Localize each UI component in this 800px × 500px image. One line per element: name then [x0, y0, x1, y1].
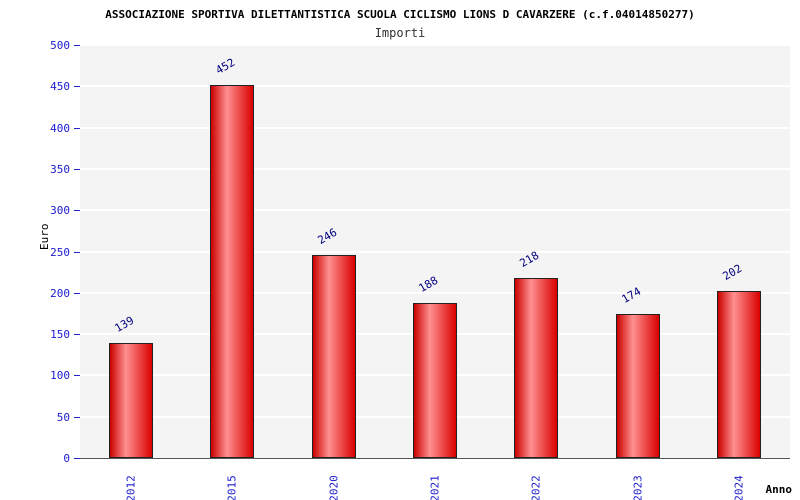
- x-tick-label: 2012: [124, 475, 138, 500]
- chart-subtitle: Importi: [374, 26, 426, 40]
- y-tick-label: 400: [50, 121, 70, 135]
- bar-cell: 246: [283, 45, 384, 458]
- y-axis-tick: [74, 86, 80, 88]
- x-tick-cell: 2020: [283, 460, 384, 500]
- y-axis-tick: [74, 210, 80, 212]
- x-tick-cell: 2023: [587, 460, 688, 500]
- y-tick-label: 300: [50, 204, 70, 218]
- y-tick-label: 350: [50, 162, 70, 176]
- bar-2012: [108, 343, 153, 458]
- y-tick-label: 150: [50, 328, 70, 342]
- chart-title: ASSOCIAZIONE SPORTIVA DILETTANTISTICA SC…: [105, 8, 695, 21]
- plot-area: 139 452 246 188 218 174 202: [74, 44, 790, 459]
- y-tick-label: 250: [50, 245, 70, 259]
- y-tick-label: 100: [50, 369, 70, 383]
- bar-2022: [514, 277, 559, 458]
- y-axis-tick: [74, 416, 80, 418]
- y-axis-tick: [74, 45, 80, 46]
- bar-cell: 202: [689, 45, 790, 458]
- bar-value-label: 246: [315, 225, 339, 247]
- x-tick-label: 2015: [225, 475, 239, 500]
- x-tick-label: 2020: [327, 475, 341, 500]
- x-axis-title: Anno: [765, 483, 793, 496]
- x-tick-label: 2021: [428, 475, 442, 500]
- x-tick-cell: 2021: [384, 460, 485, 500]
- x-tick-cell: 2015: [181, 460, 282, 500]
- bar-cell: 218: [486, 45, 587, 458]
- x-tick-label: 2023: [631, 475, 645, 500]
- y-axis-tick: [74, 168, 80, 170]
- bar-value-label: 202: [720, 261, 745, 284]
- bar-value-label: 139: [112, 313, 136, 336]
- y-axis-tick: [74, 127, 80, 129]
- bar-cell: 174: [587, 45, 688, 458]
- bar-value-label: 218: [517, 248, 542, 270]
- bar-2024: [717, 291, 762, 458]
- y-tick-label: 500: [50, 39, 70, 52]
- x-axis-tick-labels: 2012 2015 2020 2021 2022 2023 2024: [80, 460, 790, 500]
- bar-cell: 139: [80, 45, 181, 458]
- bar-2020: [311, 254, 356, 458]
- y-tick-label: 450: [50, 80, 70, 94]
- x-tick-cell: 2022: [486, 460, 587, 500]
- bar-value-label: 174: [619, 285, 644, 307]
- bar-2021: [412, 302, 457, 458]
- bar-cell: 188: [384, 45, 485, 458]
- y-axis-tick: [74, 251, 80, 253]
- x-tick-label: 2022: [529, 475, 543, 500]
- y-axis-tick: [74, 458, 80, 459]
- x-tick-label: 2024: [732, 475, 746, 500]
- x-tick-cell: 2012: [80, 460, 181, 500]
- y-tick-label: 200: [50, 286, 70, 300]
- bars-group: 139 452 246 188 218 174 202: [80, 45, 790, 458]
- bar-2015: [210, 84, 255, 458]
- y-axis-tick: [74, 334, 80, 336]
- bar-2023: [615, 314, 660, 458]
- y-tick-label: 0: [63, 452, 70, 465]
- y-axis-tick: [74, 292, 80, 294]
- y-tick-label: 50: [56, 410, 70, 424]
- bar-value-label: 188: [416, 273, 441, 295]
- y-axis-tick: [74, 375, 80, 377]
- bar-value-label: 452: [213, 55, 238, 77]
- bar-cell: 452: [181, 45, 282, 458]
